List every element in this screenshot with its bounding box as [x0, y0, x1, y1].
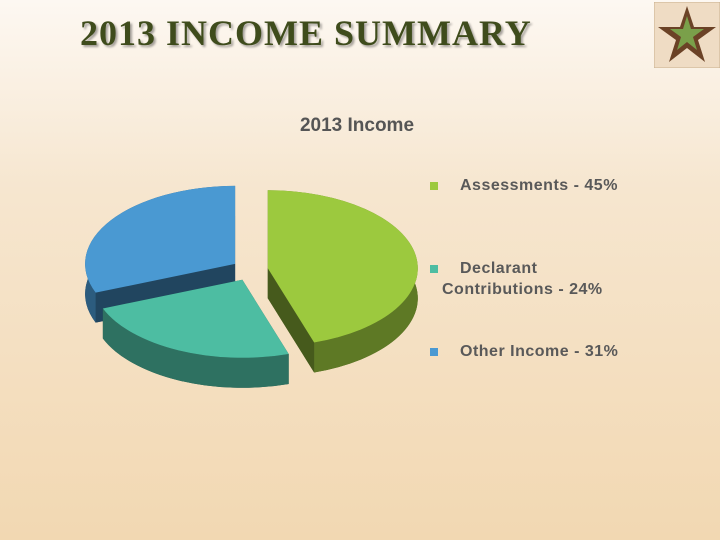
legend-entry: Assessments - 45%	[430, 175, 647, 196]
legend-swatch	[430, 348, 438, 356]
chart-title: 2013 Income	[300, 115, 414, 136]
slice-side	[267, 268, 315, 373]
legend-swatch	[430, 265, 438, 273]
pie-slice	[267, 190, 418, 373]
legend-entry: Other Income - 31%	[430, 341, 647, 362]
slice-wall	[102, 308, 289, 388]
slice-top	[85, 185, 236, 293]
slice-top	[267, 190, 418, 343]
legend-label: Declarant Contributions - 24%	[442, 260, 603, 298]
legend-swatch	[430, 182, 438, 190]
logo	[654, 2, 720, 68]
pie-slice	[102, 279, 289, 388]
legend-label: Other Income - 31%	[460, 343, 619, 360]
legend-label: Assessments - 45%	[460, 177, 618, 194]
legend-entry: Declarant Contributions - 24%	[430, 258, 647, 300]
slide-title: 2013 INCOME SUMMARY	[80, 13, 532, 53]
slice-top	[102, 279, 289, 358]
